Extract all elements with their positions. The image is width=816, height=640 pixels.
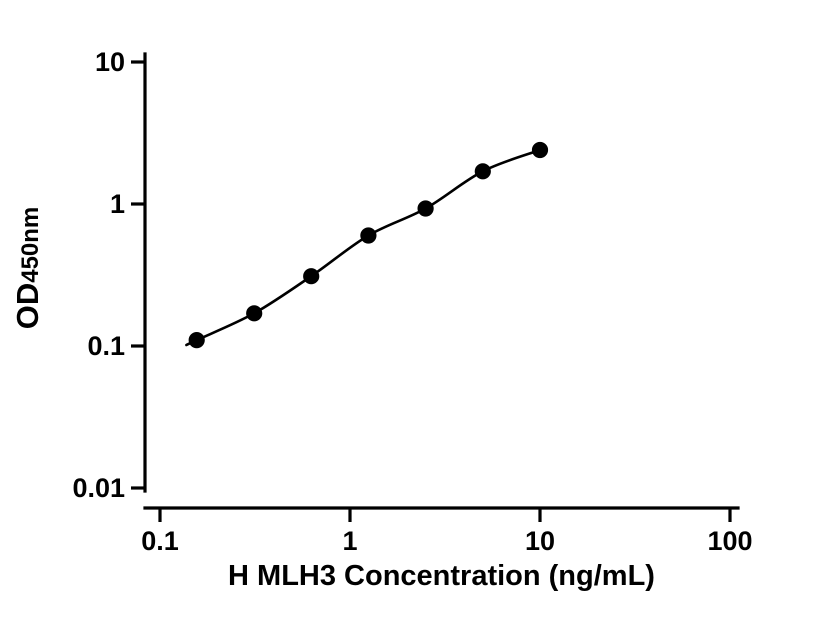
x-tick-label: 100 bbox=[707, 526, 752, 556]
data-point bbox=[188, 332, 205, 349]
x-tick-label: 0.1 bbox=[141, 526, 179, 556]
y-tick-label: 1 bbox=[110, 189, 125, 219]
y-tick-label: 10 bbox=[95, 47, 125, 77]
y-axis-title-main: OD bbox=[10, 282, 45, 330]
data-point bbox=[360, 227, 377, 244]
data-point bbox=[474, 163, 491, 180]
x-tick-label: 10 bbox=[525, 526, 555, 556]
y-tick-label: 0.1 bbox=[87, 331, 125, 361]
y-axis-title: OD450nm bbox=[10, 28, 46, 508]
data-point bbox=[303, 268, 320, 285]
data-point bbox=[531, 141, 549, 159]
x-tick-label: 1 bbox=[342, 526, 357, 556]
data-point bbox=[417, 200, 434, 217]
y-tick-label: 0.01 bbox=[72, 473, 125, 503]
fit-curve bbox=[185, 148, 542, 347]
data-point bbox=[246, 305, 263, 322]
x-axis-title: H MLH3 Concentration (ng/mL) bbox=[228, 560, 655, 592]
y-axis-title-sub: 450nm bbox=[17, 206, 44, 283]
